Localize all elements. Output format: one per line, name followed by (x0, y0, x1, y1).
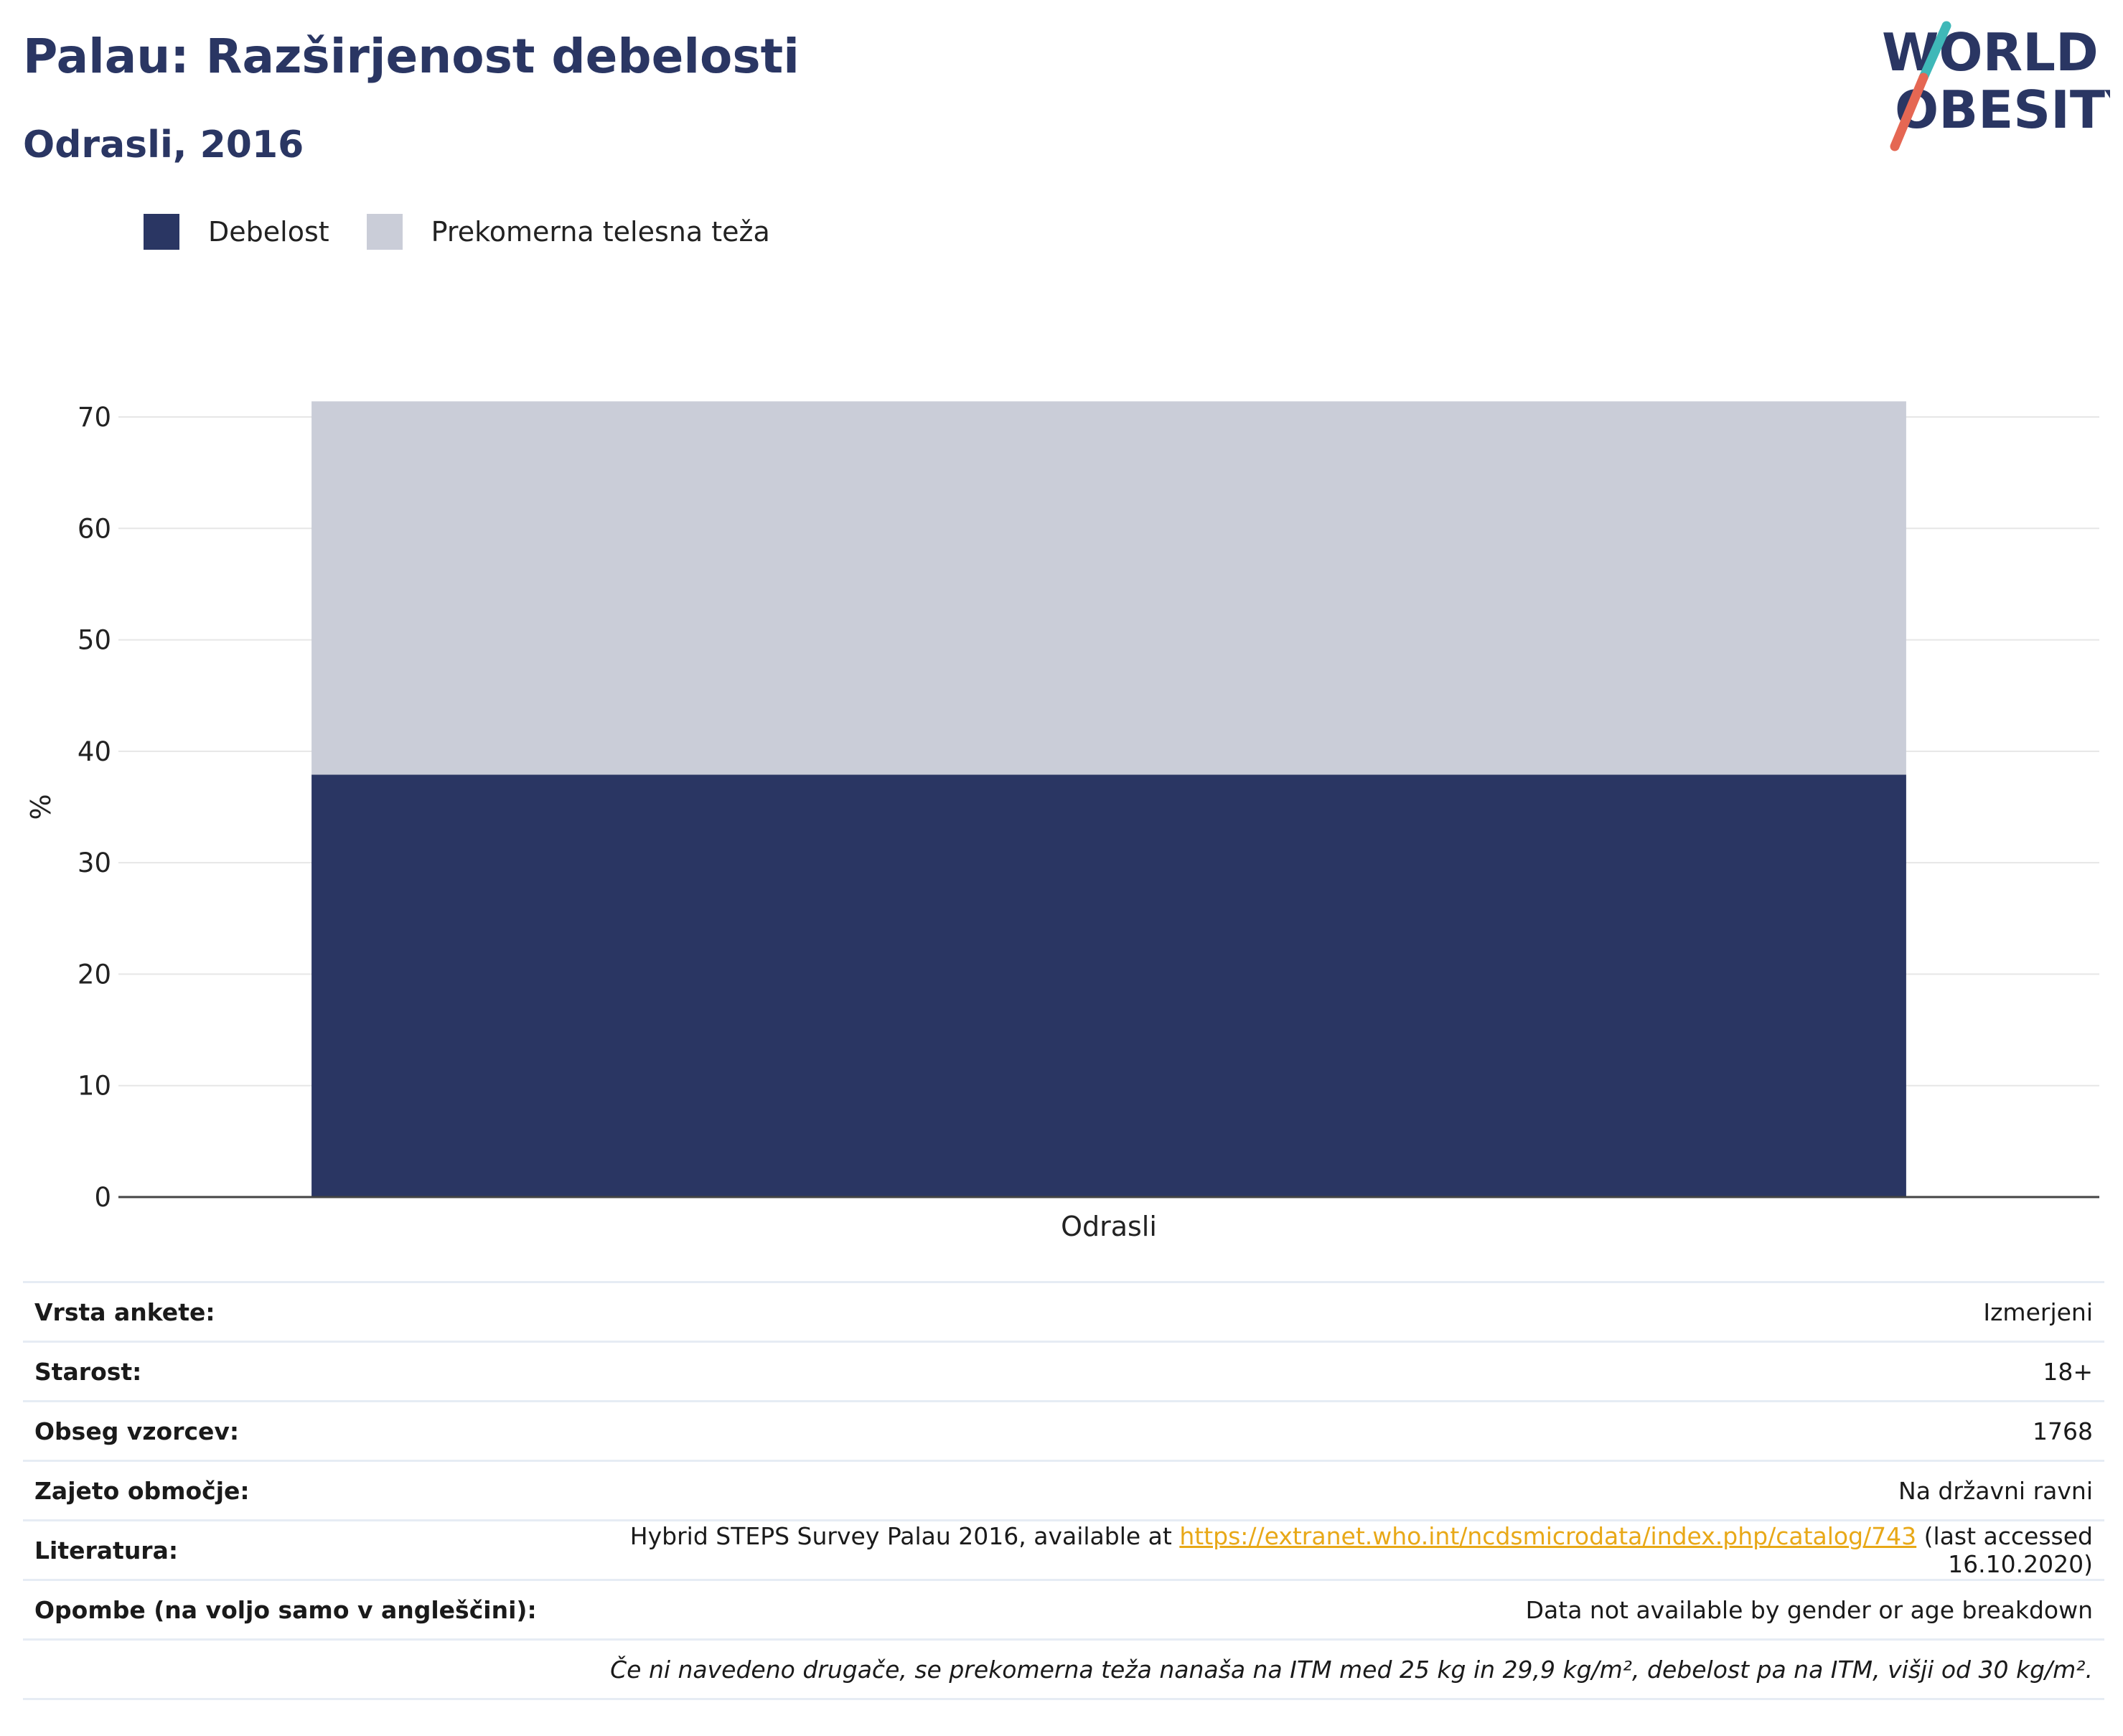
y-tick-label: 30 (78, 848, 111, 878)
world-obesity-logo: WORLD OBESITY (1882, 21, 2110, 151)
bar-obesity (311, 774, 1906, 1197)
reference-link[interactable]: https://extranet.who.int/ncdsmicrodata/i… (1179, 1522, 1917, 1550)
svg-text:OBESITY: OBESITY (1895, 80, 2110, 140)
info-row-notes: Opombe (na voljo samo v angleščini): Dat… (23, 1579, 2104, 1640)
info-row-age: Starost: 18+ (23, 1341, 2104, 1402)
info-value: 18+ (548, 1341, 2104, 1402)
legend-label-obesity: Debelost (208, 216, 329, 248)
x-category-label: Odrasli (1061, 1211, 1157, 1242)
y-tick-label: 70 (78, 402, 111, 433)
legend-swatch-overweight (366, 214, 403, 250)
y-tick-label: 20 (78, 959, 111, 990)
info-value: Data not available by gender or age brea… (548, 1579, 2104, 1640)
info-key: Vrsta ankete: (23, 1281, 548, 1342)
y-axis-label: % (25, 794, 57, 820)
bar-overweight (311, 401, 1906, 775)
info-key: Zajeto območje: (23, 1460, 548, 1521)
legend-swatch-obesity (144, 214, 179, 250)
y-tick-label: 50 (78, 625, 111, 656)
stacked-bar-chart: 0 10 20 30 40 50 60 70 Odrasli% (25, 401, 2099, 1242)
chart-title: Palau: Razširjenost debelosti (23, 29, 800, 84)
survey-info-table: Vrsta ankete: Izmerjeni Starost: 18+ Obs… (23, 1281, 2104, 1700)
info-row-survey-type: Vrsta ankete: Izmerjeni (23, 1281, 2104, 1342)
info-key: Opombe (na voljo samo v angleščini): (23, 1579, 548, 1640)
info-value: Na državni ravni (548, 1460, 2104, 1521)
info-row-sample-size: Obseg vzorcev: 1768 (23, 1400, 2104, 1461)
legend-label-overweight: Prekomerna telesna teža (431, 216, 770, 248)
chart-subtitle: Odrasli, 2016 (23, 123, 304, 166)
info-row-area-covered: Zajeto območje: Na državni ravni (23, 1460, 2104, 1521)
y-tick-label: 0 (94, 1182, 111, 1213)
svg-text:WORLD: WORLD (1882, 22, 2099, 83)
info-row-footnote: Če ni navedeno drugače, se prekomerna te… (23, 1638, 2104, 1700)
info-key: Obseg vzorcev: (23, 1400, 548, 1461)
reference-prefix: Hybrid STEPS Survey Palau 2016, availabl… (629, 1522, 1180, 1550)
y-tick-label: 60 (78, 513, 111, 544)
y-tick-label: 10 (78, 1071, 111, 1102)
info-row-reference: Literatura: Hybrid STEPS Survey Palau 20… (23, 1519, 2104, 1580)
footnote: Če ni navedeno drugače, se prekomerna te… (23, 1638, 2104, 1700)
info-key: Starost: (23, 1341, 548, 1402)
info-value: 1768 (548, 1400, 2104, 1461)
reference-suffix: (last accessed 16.10.2020) (1916, 1522, 2093, 1578)
chart-legend: Debelost Prekomerna telesna teža (144, 212, 807, 251)
y-tick-label: 40 (78, 736, 111, 767)
info-key: Literatura: (23, 1519, 548, 1580)
info-value: Hybrid STEPS Survey Palau 2016, availabl… (548, 1519, 2104, 1580)
info-value: Izmerjeni (548, 1281, 2104, 1342)
